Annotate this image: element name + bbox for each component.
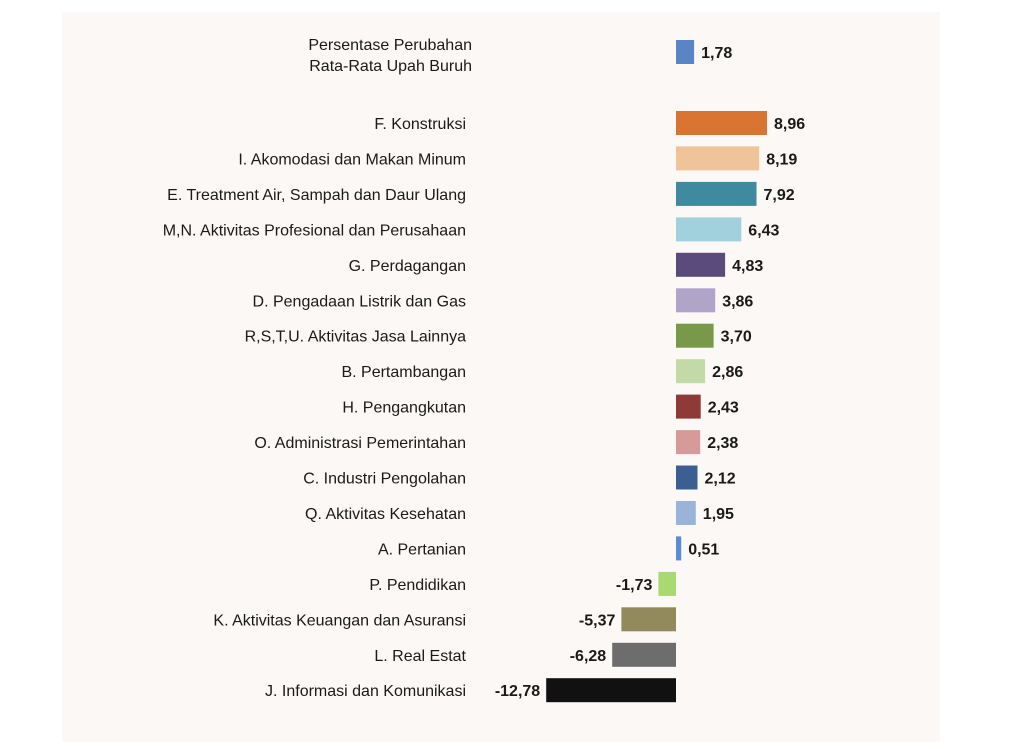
bar <box>676 430 701 455</box>
value-label: 7,92 <box>764 187 795 204</box>
bar <box>676 288 716 313</box>
value-label: 1,95 <box>703 506 734 523</box>
bar <box>546 678 676 703</box>
category-label: P. Pendidikan <box>369 577 466 594</box>
category-label: D. Pengadaan Listrik dan Gas <box>253 293 466 310</box>
value-label: 2,12 <box>705 471 736 488</box>
chart-panel <box>62 12 940 742</box>
value-label: -6,28 <box>570 648 607 665</box>
category-label: O. Administrasi Pemerintahan <box>254 435 466 452</box>
bar <box>676 181 757 206</box>
category-label: A. Pertanian <box>378 541 466 558</box>
bar <box>676 146 760 171</box>
bar <box>612 642 676 667</box>
category-label: G. Perdagangan <box>349 258 466 275</box>
value-label: 4,83 <box>732 258 763 275</box>
reference-label-line-2: Rata-Rata Upah Buruh <box>309 58 472 75</box>
value-label: -1,73 <box>616 577 653 594</box>
value-label: 2,38 <box>707 435 738 452</box>
category-label: I. Akomodasi dan Makan Minum <box>238 151 466 168</box>
bar <box>676 359 706 384</box>
value-label: 0,51 <box>688 541 719 558</box>
value-label: 6,43 <box>748 222 779 239</box>
value-label: 8,19 <box>766 151 797 168</box>
bar <box>676 111 767 135</box>
bar <box>676 465 698 490</box>
value-label: -5,37 <box>579 612 616 629</box>
category-label: F. Konstruksi <box>374 116 466 133</box>
bar <box>621 607 676 632</box>
category-label: H. Pengangkutan <box>342 400 466 417</box>
bar <box>676 252 726 277</box>
category-label: L. Real Estat <box>374 648 466 665</box>
category-label: M,N. Aktivitas Profesional dan Perusahaa… <box>163 222 466 239</box>
reference-label-line-1: Persentase Perubahan <box>308 37 472 54</box>
value-label: 3,86 <box>722 293 753 310</box>
category-label: E. Treatment Air, Sampah dan Daur Ulang <box>167 187 466 204</box>
value-label: 8,96 <box>774 116 805 133</box>
bar <box>676 501 696 525</box>
value-label: 3,70 <box>721 329 752 346</box>
value-label: 2,43 <box>708 400 739 417</box>
category-label: C. Industri Pengolahan <box>303 471 466 488</box>
category-label: R,S,T,U. Aktivitas Jasa Lainnya <box>245 329 467 346</box>
bar <box>676 394 701 419</box>
category-label: B. Pertambangan <box>341 364 466 381</box>
bar <box>676 536 682 561</box>
category-label: J. Informasi dan Komunikasi <box>265 683 466 700</box>
reference-bar <box>676 40 695 64</box>
bar <box>658 571 676 596</box>
reference-value-label: 1,78 <box>701 45 732 62</box>
category-label: K. Aktivitas Keuangan dan Asuransi <box>213 612 466 629</box>
bar <box>676 323 714 348</box>
value-label: 2,86 <box>712 364 743 381</box>
value-label: -12,78 <box>495 683 540 700</box>
bar <box>676 217 742 242</box>
category-label: Q. Aktivitas Kesehatan <box>305 506 466 523</box>
